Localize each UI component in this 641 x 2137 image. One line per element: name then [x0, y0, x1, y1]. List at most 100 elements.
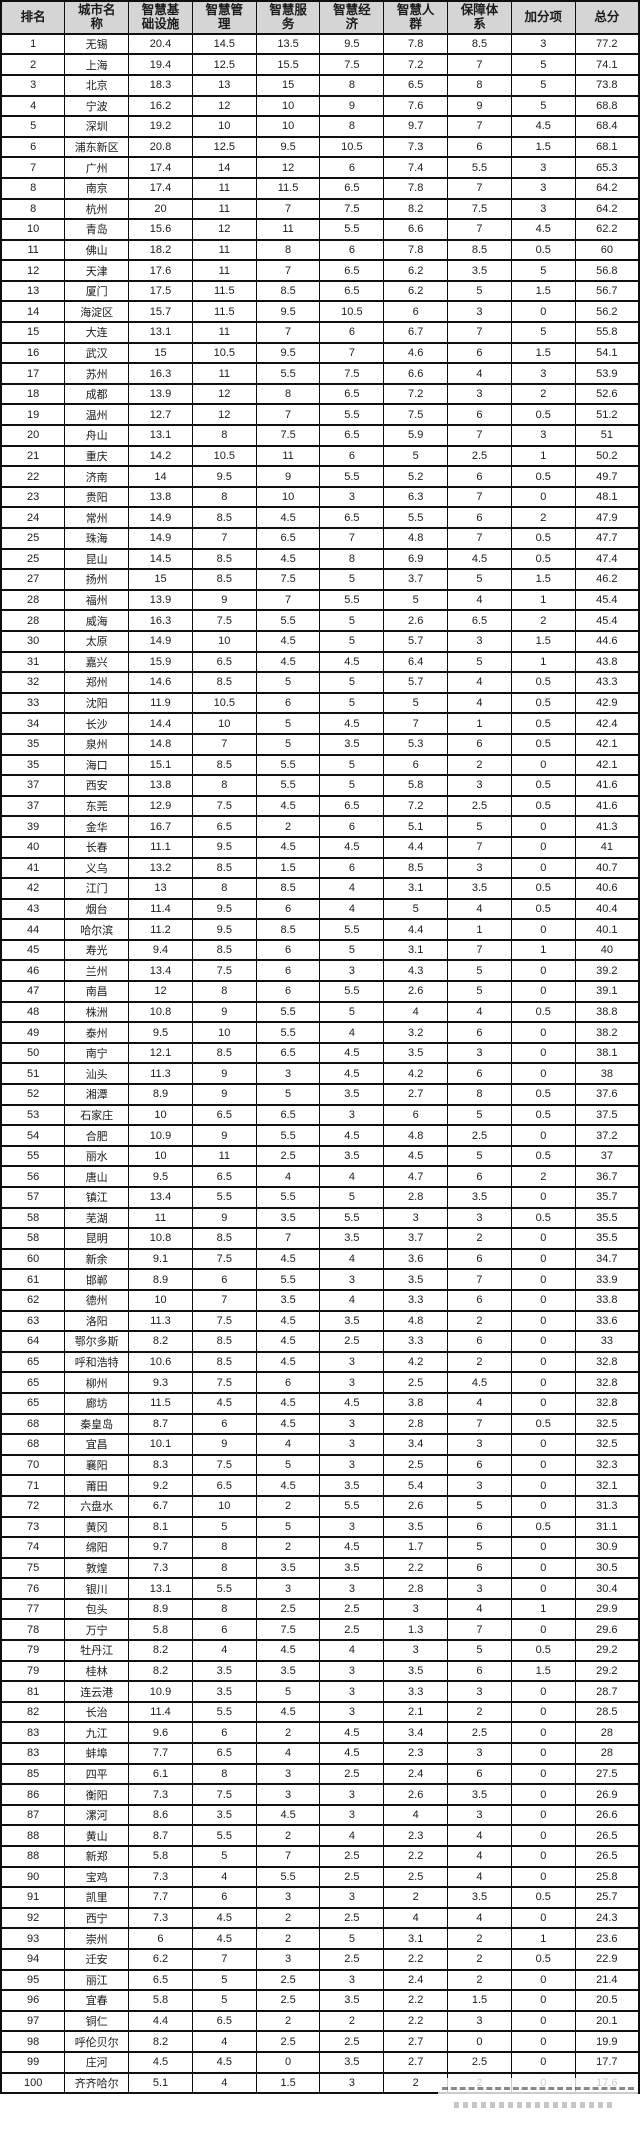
score-cell: 4.5 [255, 835, 321, 859]
rank-cell: 62 [0, 1288, 66, 1312]
total-cell: 42.1 [574, 732, 640, 756]
score-cell: 3.5 [319, 1309, 385, 1333]
city-cell: 宜昌 [64, 1433, 130, 1456]
table-row: 25 昆山 14.5 8.5 4.5 8 6.9 4.5 0.5 47.4 [0, 547, 640, 571]
score-cell: 13.8 [128, 774, 193, 797]
score-cell: 10.8 [128, 1000, 193, 1024]
rank-cell: 90 [0, 1865, 66, 1889]
score-cell: 5.5 [319, 918, 385, 941]
score-cell: 9.2 [128, 1474, 193, 1497]
score-cell: 5 [255, 671, 321, 694]
city-cell: 万宁 [64, 1618, 130, 1642]
score-cell: 1.5 [255, 2071, 321, 2095]
total-cell: 33 [574, 1330, 640, 1353]
score-cell: 4.5 [383, 1144, 449, 1168]
city-cell: 嘉兴 [64, 650, 130, 674]
city-cell: 新郑 [64, 1845, 130, 1868]
score-cell: 4 [447, 1000, 512, 1024]
table-row: 16 武汉 15 10.5 9.5 7 4.6 6 1.5 54.1 [0, 341, 640, 365]
total-cell: 37 [574, 1144, 640, 1168]
total-cell: 44.6 [574, 629, 640, 653]
score-cell: 9.5 [191, 835, 257, 859]
score-cell: 4.5 [255, 1700, 321, 1724]
total-cell: 73.8 [574, 73, 640, 97]
score-cell: 6 [447, 1453, 512, 1477]
score-cell: 3 [255, 1947, 321, 1971]
score-cell: 3.5 [319, 1474, 385, 1497]
score-cell: 11 [191, 321, 257, 344]
total-cell: 42.4 [574, 712, 640, 735]
score-cell: 2.5 [447, 1721, 512, 1745]
score-cell: 4 [383, 1000, 449, 1024]
score-cell: 5.1 [383, 815, 449, 838]
score-cell: 7 [447, 527, 512, 550]
column-header: 智慧基 础设施 [128, 0, 193, 35]
city-cell: 芜湖 [64, 1206, 130, 1230]
bonus-cell: 0.5 [510, 1886, 576, 1909]
total-cell: 35.7 [574, 1186, 640, 1209]
score-cell: 10.5 [191, 444, 257, 468]
total-cell: 28 [574, 1721, 640, 1745]
bonus-cell: 0 [510, 1968, 576, 1992]
rank-cell: 12 [0, 259, 66, 282]
rank-cell: 76 [0, 1577, 66, 1600]
table-row: 63 洛阳 11.3 7.5 4.5 3.5 4.8 2 0 33.6 [0, 1309, 640, 1333]
rank-cell: 48 [0, 1000, 66, 1024]
table-row: 4 宁波 16.2 12 10 9 7.6 9 5 68.8 [0, 94, 640, 118]
rank-cell: 49 [0, 1021, 66, 1044]
rank-cell: 97 [0, 2009, 66, 2033]
score-cell: 4.5 [447, 547, 512, 571]
total-cell: 32.3 [574, 1453, 640, 1477]
city-cell: 南宁 [64, 1041, 130, 1065]
score-cell: 0 [447, 2030, 512, 2053]
total-cell: 21.4 [574, 1968, 640, 1992]
score-cell: 8.5 [255, 877, 321, 900]
city-cell: 义乌 [64, 856, 130, 880]
bonus-cell: 0 [510, 1453, 576, 1477]
score-cell: 6 [447, 135, 512, 159]
score-cell: 5.4 [383, 1474, 449, 1497]
city-cell: 烟台 [64, 897, 130, 921]
table-row: 52 湘潭 8.9 9 5 3.5 2.7 8 0.5 37.6 [0, 1083, 640, 1106]
score-cell: 10 [128, 1103, 193, 1127]
score-cell: 2.5 [319, 1947, 385, 1971]
city-cell: 大连 [64, 321, 130, 344]
score-cell: 4 [447, 588, 512, 612]
total-cell: 56.8 [574, 259, 640, 282]
rank-cell: 86 [0, 1783, 66, 1806]
column-header: 智慧服 务 [255, 0, 321, 35]
score-cell: 10.8 [128, 1227, 193, 1250]
score-cell: 3 [255, 1886, 321, 1909]
table-row: 68 秦皇岛 8.7 6 4.5 3 2.8 7 0.5 32.5 [0, 1412, 640, 1436]
table-row: 83 九江 9.6 6 2 4.5 3.4 2.5 0 28 [0, 1721, 640, 1745]
total-cell: 47.9 [574, 506, 640, 529]
rank-cell: 58 [0, 1227, 66, 1250]
score-cell: 13.9 [128, 382, 193, 406]
score-cell: 5 [383, 691, 449, 715]
score-cell: 8.5 [191, 568, 257, 591]
score-cell: 2.6 [383, 1494, 449, 1518]
score-cell: 4 [319, 1824, 385, 1847]
score-cell: 9.6 [128, 1721, 193, 1745]
rank-cell: 98 [0, 2030, 66, 2053]
rank-cell: 23 [0, 485, 66, 509]
score-cell: 14.9 [128, 629, 193, 653]
score-cell: 3.5 [447, 1186, 512, 1209]
score-cell: 6.5 [191, 1103, 257, 1127]
table-row: 13 厦门 17.5 11.5 8.5 6.5 6.2 5 1.5 56.7 [0, 279, 640, 303]
total-cell: 29.2 [574, 1639, 640, 1662]
score-cell: 3 [319, 1268, 385, 1291]
bonus-cell: 3 [510, 424, 576, 447]
score-cell: 4.5 [255, 1309, 321, 1333]
score-cell: 6 [383, 753, 449, 777]
score-cell: 8 [319, 547, 385, 571]
score-cell: 10.6 [128, 1350, 193, 1374]
city-cell: 苏州 [64, 362, 130, 385]
table-row: 74 绵阳 9.7 8 2 4.5 1.7 5 0 30.9 [0, 1536, 640, 1559]
score-cell: 2 [255, 815, 321, 838]
score-cell: 7.5 [191, 609, 257, 632]
score-cell: 3 [319, 1433, 385, 1456]
table-row: 62 德州 10 7 3.5 4 3.3 6 0 33.8 [0, 1288, 640, 1312]
table-row: 28 福州 13.9 9 7 5.5 5 4 1 45.4 [0, 588, 640, 612]
city-cell: 廊坊 [64, 1391, 130, 1415]
